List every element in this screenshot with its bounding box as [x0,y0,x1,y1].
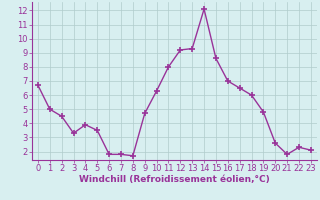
X-axis label: Windchill (Refroidissement éolien,°C): Windchill (Refroidissement éolien,°C) [79,175,270,184]
